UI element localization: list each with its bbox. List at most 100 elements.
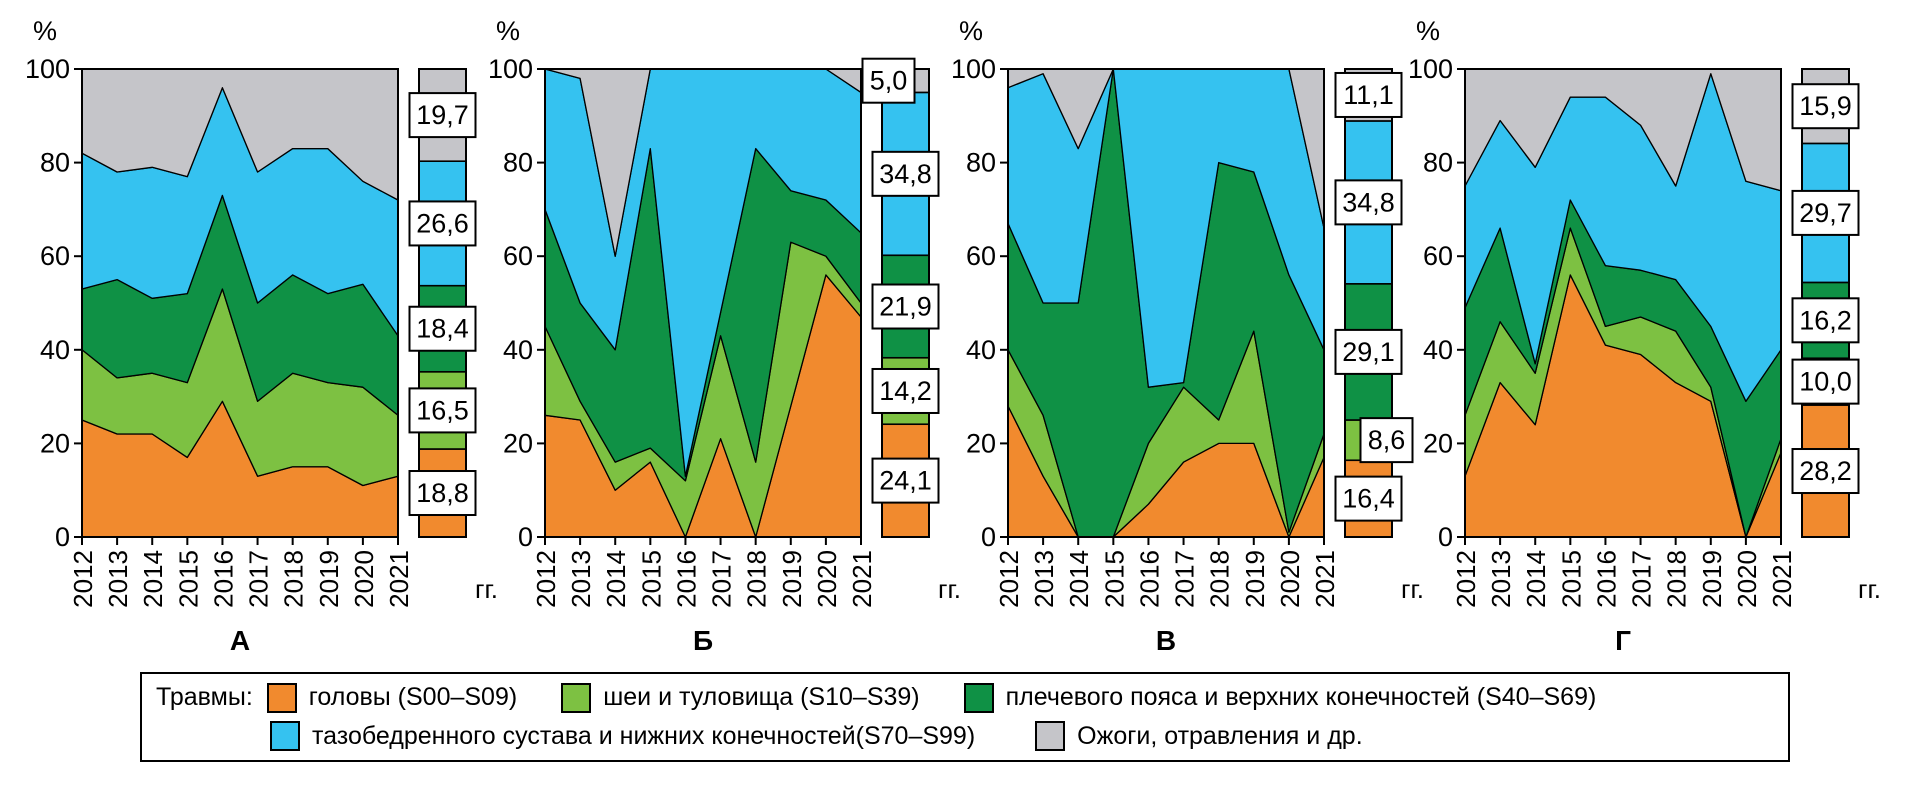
y-tick-label: 60 <box>1423 241 1453 271</box>
legend-row-2: тазобедренного сустава и нижних конечнос… <box>142 721 1788 752</box>
x-axis-unit-label: гг. <box>938 574 961 604</box>
bar-value-label: 14,2 <box>879 376 932 406</box>
x-tick-label-year: 2017 <box>1627 550 1657 608</box>
bar-value-box <box>871 150 940 197</box>
y-tick-label: 100 <box>951 54 996 84</box>
x-tick-label-year: 2012 <box>994 550 1024 608</box>
x-tick-label-year: 2020 <box>1275 550 1305 608</box>
x-tick-label-year: 2020 <box>812 550 842 608</box>
bar-value-label: 29,1 <box>1342 337 1395 367</box>
x-tick-label-year: 2013 <box>1029 550 1059 608</box>
legend-item-hip-lower-limbs: тазобедренного сустава и нижних конечнос… <box>270 721 975 752</box>
hip-lower-limb-injuries-swatch <box>270 721 300 752</box>
y-axis-unit-label: % <box>959 16 983 46</box>
y-tick-label: 40 <box>1423 335 1453 365</box>
x-tick-label-year: 2014 <box>601 550 631 608</box>
y-tick-label: 20 <box>1423 428 1453 458</box>
plot-frame <box>1007 68 1325 538</box>
x-tick-label-year: 2019 <box>1240 550 1270 608</box>
y-tick-label: 0 <box>518 522 533 552</box>
bar-value-box <box>861 57 916 104</box>
x-axis-unit-label: гг. <box>1401 574 1424 604</box>
y-tick-label: 40 <box>503 335 533 365</box>
y-tick-label: 60 <box>966 241 996 271</box>
y-tick-label: 20 <box>40 428 70 458</box>
x-tick-label-year: 2021 <box>1310 550 1340 608</box>
chart-letter-label: Г <box>1615 625 1631 656</box>
bar-value-box <box>1791 83 1860 130</box>
x-tick-label-year: 2013 <box>103 550 133 608</box>
y-tick-label: 100 <box>488 54 533 84</box>
y-tick-label: 80 <box>40 148 70 178</box>
legend-item-neck-trunk: шеи и туловища (S10–S39) <box>561 682 920 713</box>
x-tick-label-year: 2013 <box>1486 550 1516 608</box>
y-tick-label: 40 <box>40 335 70 365</box>
y-tick-label: 60 <box>503 241 533 271</box>
bar-value-box <box>1791 448 1860 495</box>
y-tick-label: 0 <box>1438 522 1453 552</box>
legend-item-shoulder-upper-limbs: плечевого пояса и верхних конечностей (S… <box>963 682 1596 713</box>
chart-letter-label: Б <box>693 625 713 656</box>
bar-value-box <box>1334 71 1403 118</box>
x-tick-label-year: 2016 <box>1134 550 1164 608</box>
x-tick-label-year: 2013 <box>566 550 596 608</box>
x-tick-label-year: 2019 <box>777 550 807 608</box>
bar-value-box <box>1791 358 1860 405</box>
x-axis-unit-label: гг. <box>1858 574 1881 604</box>
bar-value-box <box>408 200 477 247</box>
bar-value-label: 21,9 <box>879 292 932 322</box>
x-tick-label-year: 2020 <box>1732 550 1762 608</box>
bar-value-label: 19,7 <box>416 100 469 130</box>
bar-value-box <box>1334 328 1403 375</box>
legend-item-label: шеи и туловища (S10–S39) <box>603 683 920 712</box>
y-tick-label: 100 <box>25 54 70 84</box>
y-axis-unit-label: % <box>496 16 520 46</box>
legend-title: Травмы: <box>156 683 253 712</box>
x-tick-label-year: 2017 <box>1170 550 1200 608</box>
x-tick-label-year: 2012 <box>1451 550 1481 608</box>
bar-value-box <box>1791 297 1860 344</box>
bar-value-label: 11,1 <box>1343 80 1394 110</box>
y-axis-unit-label: % <box>1416 16 1440 46</box>
x-tick-label-year: 2014 <box>138 550 168 608</box>
x-tick-label-year: 2015 <box>1556 550 1586 608</box>
legend-item-burns-other: Ожоги, отравления и др. <box>1035 721 1363 752</box>
bar-value-box <box>1359 417 1414 464</box>
y-tick-label: 0 <box>981 522 996 552</box>
x-axis-unit-label: гг. <box>475 574 498 604</box>
x-tick-label-year: 2018 <box>1205 550 1235 608</box>
bar-value-label: 26,6 <box>416 208 469 238</box>
x-tick-label-year: 2018 <box>279 550 309 608</box>
x-tick-label-year: 2015 <box>636 550 666 608</box>
bar-value-box <box>871 283 940 330</box>
plot-frame <box>544 68 862 538</box>
legend-item-head: головы (S00–S09) <box>266 682 518 713</box>
bar-value-box <box>871 367 940 414</box>
x-tick-label-year: 2012 <box>531 550 561 608</box>
bar-value-box <box>408 387 477 434</box>
bar-value-label: 15,9 <box>1799 91 1852 121</box>
x-tick-label-year: 2021 <box>847 550 877 608</box>
bar-value-box <box>1334 475 1403 522</box>
bar-value-label: 5,0 <box>870 66 908 96</box>
y-tick-label: 60 <box>40 241 70 271</box>
x-tick-label-year: 2019 <box>314 550 344 608</box>
bar-value-label: 18,4 <box>416 314 469 344</box>
y-axis-unit-label: % <box>33 16 57 46</box>
y-tick-label: 100 <box>1408 54 1453 84</box>
x-tick-label-year: 2015 <box>173 550 203 608</box>
shoulder-upper-limb-injuries-swatch <box>963 682 994 713</box>
y-tick-label: 80 <box>503 148 533 178</box>
summary-bar-frame <box>1344 68 1393 538</box>
x-tick-label-year: 2014 <box>1064 550 1094 608</box>
head-injuries-swatch <box>266 682 297 713</box>
x-tick-label-year: 2020 <box>349 550 379 608</box>
neck-trunk-injuries-swatch <box>561 682 592 713</box>
legend-item-label: головы (S00–S09) <box>308 683 518 712</box>
bar-value-label: 8,6 <box>1368 425 1406 455</box>
